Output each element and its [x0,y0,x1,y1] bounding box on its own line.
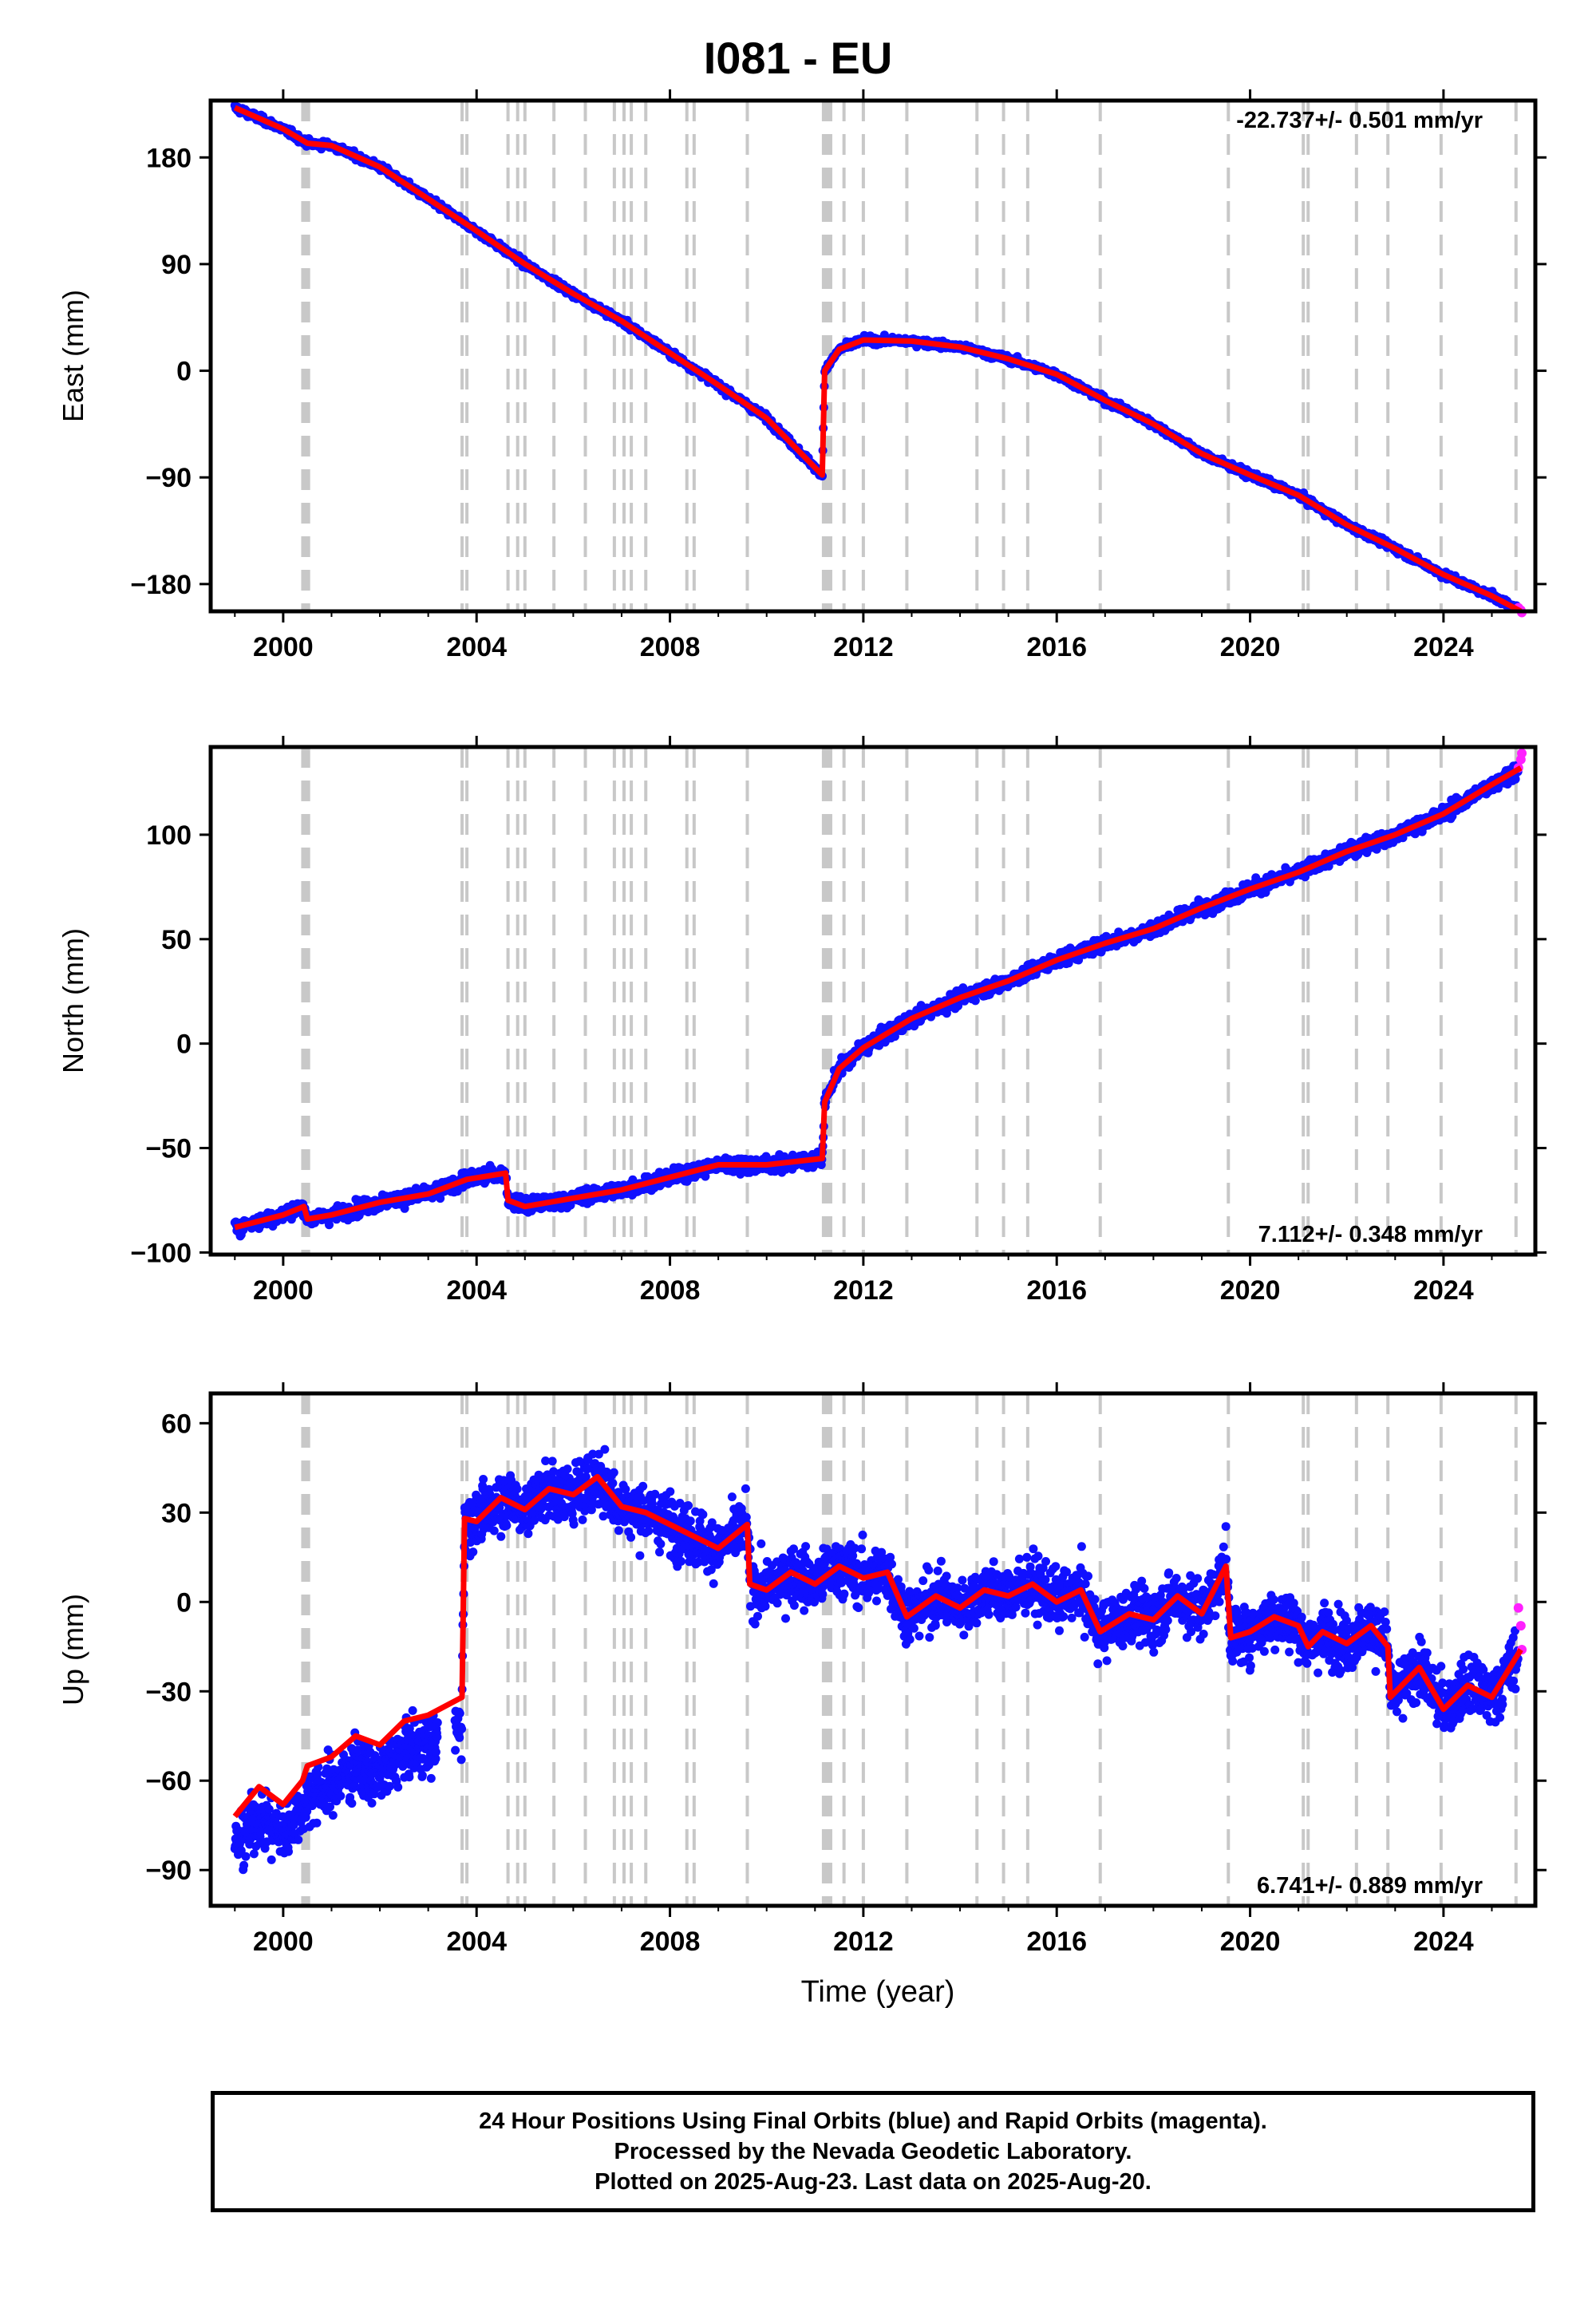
east-x-tick-label: 2012 [833,632,894,662]
north-final-points [230,761,1523,1241]
east-x-tick-label: 2024 [1413,632,1474,662]
east-panel: 2000 2004 2008 2012 2016 2020 2024 180 90 0 −90 −18… [57,89,1547,662]
north-final-point [970,996,980,1006]
east-rate-label: -22.737+/- 0.501 mm/yr [1236,108,1483,133]
east-x-tick-label: 2020 [1220,632,1281,662]
east-x-tick-label: 2008 [640,632,701,662]
east-x-tick-label: 2000 [253,632,314,662]
east-y-tick-label: 180 [146,143,192,173]
east-x-tick-label: 2016 [1026,632,1087,662]
east-final-points [230,101,1523,611]
east-model-line [233,105,1523,611]
north-step-lines [301,747,1518,1255]
east-frame [208,98,1538,614]
north-final-point [1324,861,1333,871]
north-final-point [566,1200,575,1210]
north-final-point [436,1194,445,1203]
east-y-axis-title: East (mm) [57,290,89,422]
north-panel: 2000 2004 2008 2012 2016 2020 2024100500−50−10… [57,736,1547,1306]
north-final-point [400,1203,409,1213]
page-title: I081 - EU [703,33,893,83]
east-y-tick-label: −90 [145,463,192,493]
north-final-point [1074,955,1084,965]
north-final-point [890,1032,899,1041]
east-x-tick-label: 2004 [446,632,507,662]
east-y-tick-label: 0 [176,357,192,387]
east-step-lines [301,101,1518,611]
north-final-point [325,1220,334,1230]
east-y-tick-label: −180 [130,570,192,600]
east-y-tick-label: 90 [161,250,192,280]
